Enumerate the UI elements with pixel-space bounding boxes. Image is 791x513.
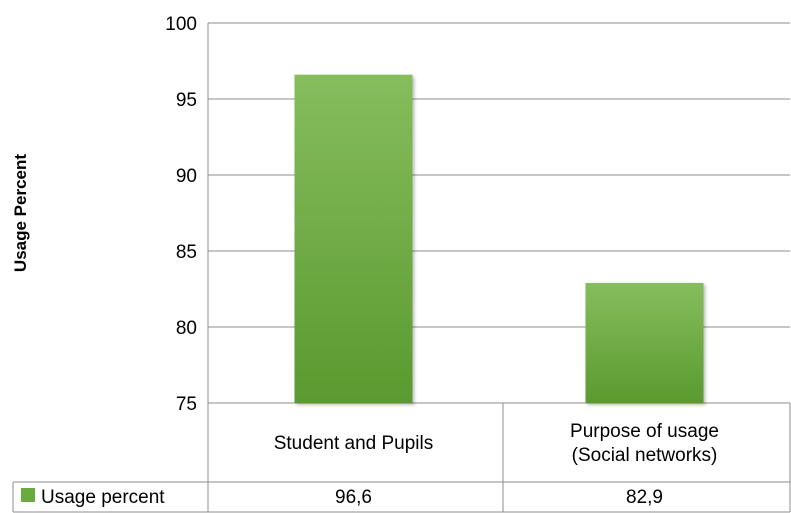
data-value-label: 96,6 <box>335 487 372 508</box>
y-tick-label: 85 <box>176 242 197 263</box>
bar <box>294 74 413 404</box>
y-tick-label: 100 <box>165 14 197 35</box>
y-axis-label: Usage Percent <box>11 154 30 272</box>
y-tick-label: 75 <box>176 394 197 415</box>
bars <box>294 74 704 404</box>
legend-swatch <box>21 488 35 502</box>
data-table: Student and Pupils Purpose of usage (Socia… <box>12 403 791 513</box>
legend-label: Usage percent <box>41 487 165 508</box>
x-category-label: (Social networks) <box>572 445 718 466</box>
y-tick-label: 80 <box>176 318 197 339</box>
x-category-label: Student and Pupils <box>274 433 434 454</box>
y-tick-label: 90 <box>176 166 197 187</box>
bar <box>585 282 704 403</box>
y-tick-label: 95 <box>176 90 197 111</box>
data-value-label: 82,9 <box>626 487 663 508</box>
y-tick-labels: 75 80 85 90 95 100 <box>165 14 197 415</box>
x-category-label: Purpose of usage <box>570 421 719 442</box>
